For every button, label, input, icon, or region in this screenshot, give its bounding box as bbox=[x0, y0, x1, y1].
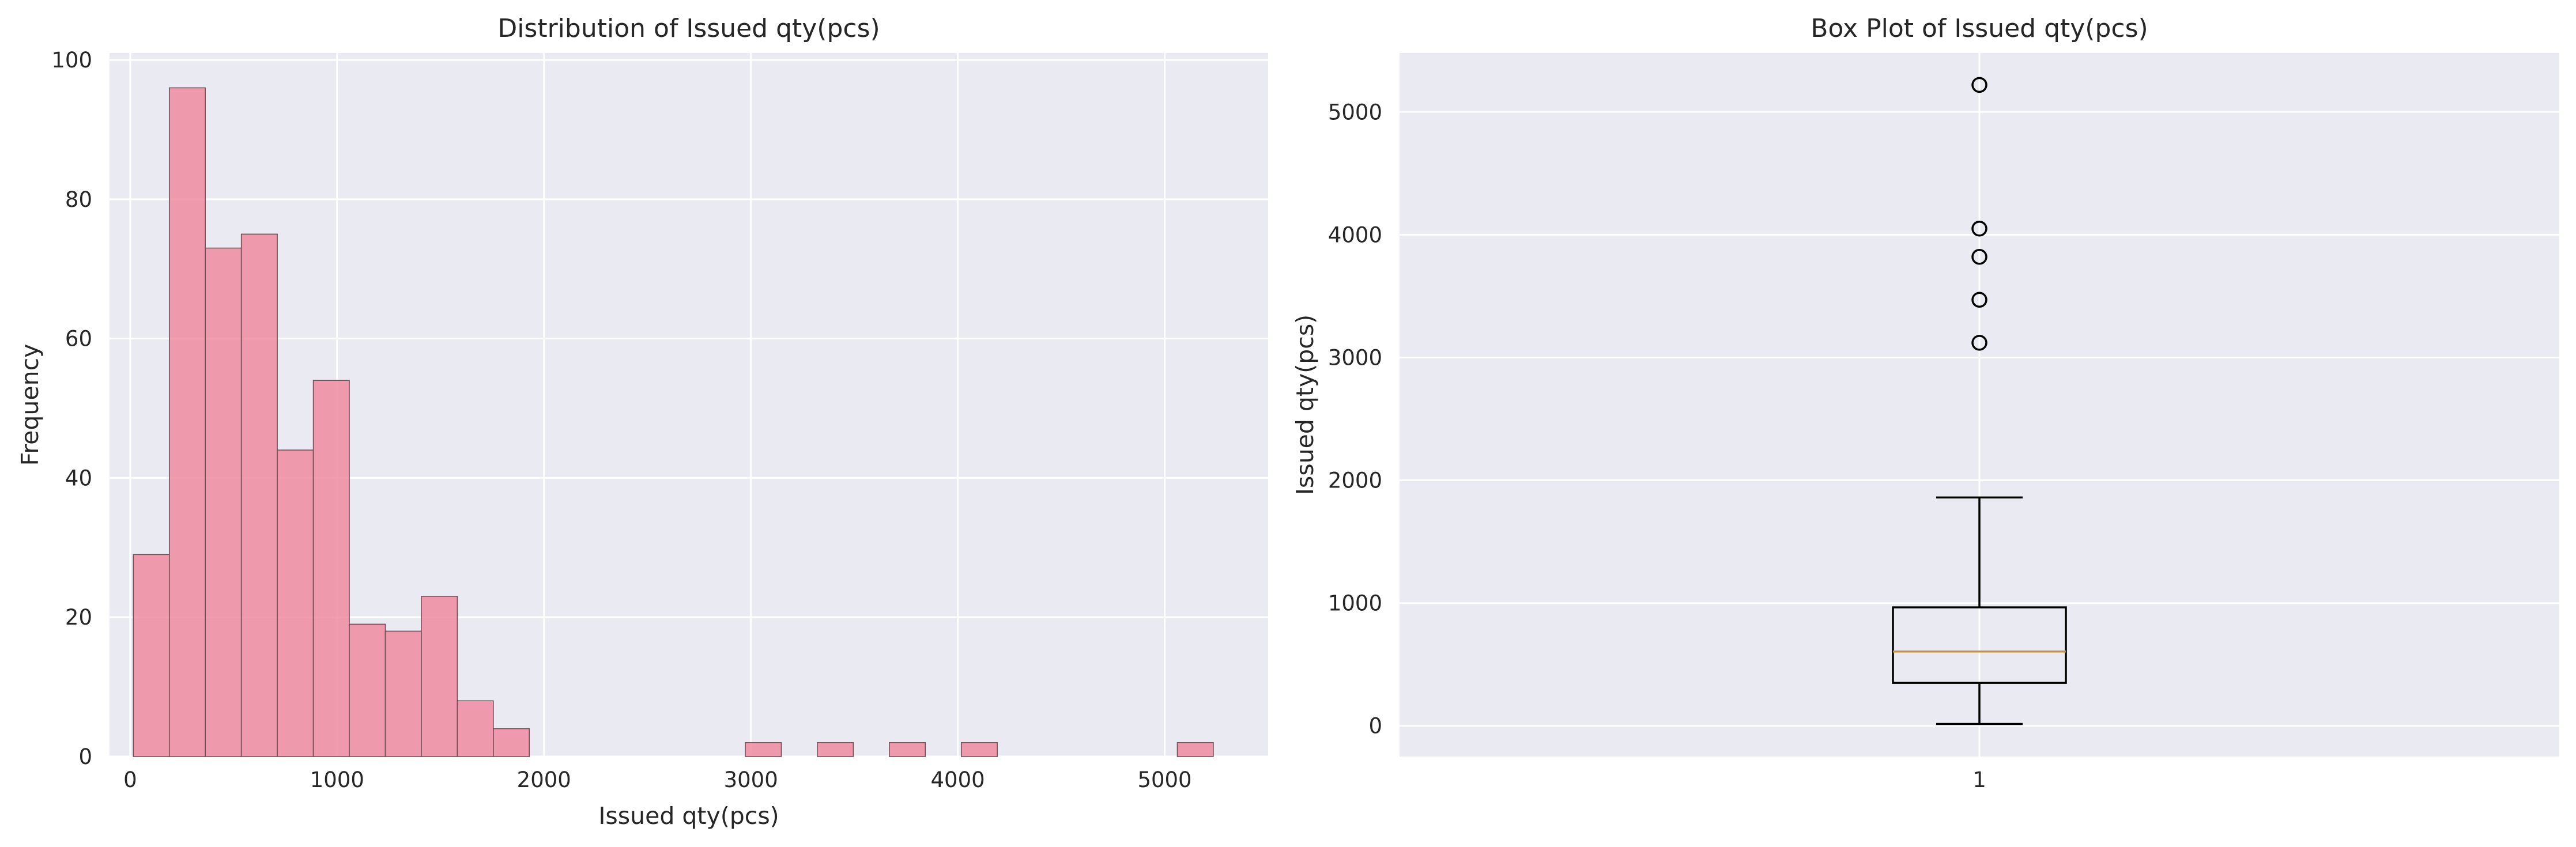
boxplot-x-tick-label: 1 bbox=[1972, 767, 1986, 792]
histogram-x-tick-label: 0 bbox=[123, 767, 137, 792]
histogram-bars bbox=[133, 87, 1214, 757]
histogram-bar bbox=[277, 449, 314, 757]
histogram-bar bbox=[349, 623, 386, 757]
histogram-bar bbox=[168, 87, 206, 757]
histogram-bar bbox=[312, 380, 350, 757]
histogram-y-tick-label: 20 bbox=[65, 605, 92, 630]
histogram-y-tick-label: 60 bbox=[65, 327, 92, 351]
histogram-x-axis-label: Issued qty(pcs) bbox=[598, 802, 779, 830]
histogram-y-tick-label: 80 bbox=[65, 187, 92, 212]
histogram-bar bbox=[817, 742, 854, 757]
histogram-x-tick-label: 1000 bbox=[310, 767, 364, 792]
histogram-bar bbox=[421, 596, 458, 757]
histogram-bar bbox=[493, 728, 530, 757]
histogram-y-tick-label: 40 bbox=[65, 466, 92, 490]
histogram-bar bbox=[133, 554, 170, 757]
boxplot-y-tick-label: 4000 bbox=[1328, 222, 1382, 247]
histogram-bar bbox=[205, 247, 242, 757]
boxplot-y-ticks: 0 1000 2000 3000 4000 5000 bbox=[1328, 100, 1382, 738]
boxplot-outlier-point bbox=[1971, 77, 1987, 93]
histogram-y-tick-label: 100 bbox=[51, 48, 92, 73]
histogram-x-ticks: 0 1000 2000 3000 4000 5000 bbox=[123, 767, 1192, 792]
boxplot-box bbox=[1892, 606, 2067, 684]
boxplot-y-axis-label: Issued qty(pcs) bbox=[1291, 315, 1319, 495]
histogram-y-tick-label: 0 bbox=[78, 744, 92, 769]
histogram-bar bbox=[1176, 742, 1214, 757]
histogram-x-tick-label: 4000 bbox=[931, 767, 985, 792]
boxplot-y-tick-label: 5000 bbox=[1328, 100, 1382, 124]
histogram-x-tick-label: 3000 bbox=[724, 767, 778, 792]
histogram-bar bbox=[960, 742, 998, 757]
histogram-bar bbox=[457, 700, 494, 757]
boxplot-y-tick-label: 0 bbox=[1368, 714, 1382, 739]
boxplot-panel: 1 0 1000 2000 3000 4000 5000 Box Plot of Issu… bbox=[1291, 14, 2559, 792]
histogram-y-ticks: 0 20 40 60 80 100 bbox=[51, 48, 92, 769]
histogram-bar bbox=[889, 742, 926, 757]
histogram-y-axis-label: Frequency bbox=[16, 344, 44, 466]
histogram-bar bbox=[745, 742, 782, 757]
boxplot-x-ticks: 1 bbox=[1972, 767, 1986, 792]
boxplot-outlier-point bbox=[1971, 335, 1987, 351]
boxplot-marks bbox=[1892, 77, 2067, 725]
boxplot-y-tick-label: 2000 bbox=[1328, 468, 1382, 493]
histogram-x-tick-label: 5000 bbox=[1137, 767, 1191, 792]
boxplot-title: Box Plot of Issued qty(pcs) bbox=[1811, 14, 2148, 43]
boxplot-y-tick-label: 3000 bbox=[1328, 345, 1382, 370]
boxplot-y-tick-label: 1000 bbox=[1328, 591, 1382, 616]
boxplot-outlier-point bbox=[1971, 292, 1987, 308]
histogram-title: Distribution of Issued qty(pcs) bbox=[497, 14, 880, 43]
histogram-panel: 0 1000 2000 3000 4000 5000 0 20 40 60 80 100 Distr… bbox=[16, 14, 1268, 830]
histogram-bar bbox=[240, 233, 278, 757]
boxplot-outlier-point bbox=[1971, 248, 1987, 265]
histogram-bar bbox=[384, 630, 422, 757]
boxplot-outlier-point bbox=[1971, 220, 1987, 237]
histogram-x-tick-label: 2000 bbox=[517, 767, 571, 792]
